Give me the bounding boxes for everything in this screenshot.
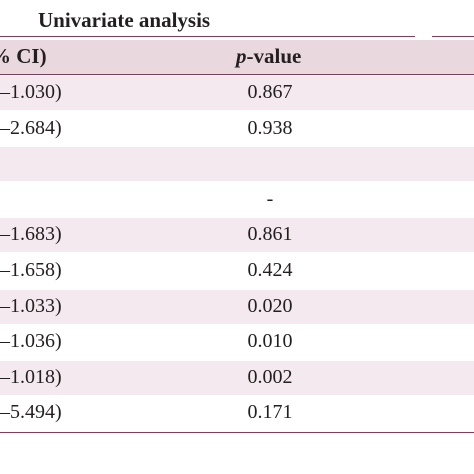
p-value-cell: - bbox=[266, 187, 274, 210]
p-value-cell: 0.002 bbox=[247, 365, 293, 388]
group-rule-right bbox=[432, 36, 474, 37]
table-row: 5–1.683) 0.861 bbox=[0, 218, 474, 253]
p-value-cell: 0.938 bbox=[247, 116, 293, 139]
ci-cell: 5–1.683) bbox=[0, 223, 62, 246]
table-row bbox=[0, 147, 474, 182]
header-bottom-rule bbox=[0, 74, 474, 75]
ci-cell: 4–1.018) bbox=[0, 365, 62, 388]
ci-cell: 0–1.658) bbox=[0, 259, 62, 281]
column-header-row: % CI) p-value bbox=[0, 40, 474, 74]
table-row: 0–1.658) 0.424 bbox=[0, 254, 474, 288]
table-row: 6–1.030) 0.867 bbox=[0, 76, 474, 110]
p-value-cell: 0.861 bbox=[247, 223, 293, 246]
ci-cell: 6–1.030) bbox=[0, 81, 62, 103]
p-value-cell: 0.424 bbox=[247, 259, 293, 281]
p-value-column-header: p-value bbox=[236, 44, 302, 68]
ci-cell: 1–2.684) bbox=[0, 116, 62, 139]
table-bottom-rule bbox=[0, 432, 474, 433]
p-value-cell: 0.867 bbox=[247, 81, 293, 103]
table-row: 3–1.033) 0.020 bbox=[0, 289, 474, 324]
ci-cell: 7–5.494) bbox=[0, 401, 62, 424]
p-value-cell: 0.171 bbox=[247, 401, 293, 424]
ci-column-header: % CI) bbox=[0, 44, 47, 68]
table-row: 5–1.036) 0.010 bbox=[0, 325, 474, 359]
table-row: 1–2.684) 0.938 bbox=[0, 112, 474, 146]
ci-cell: 5–1.036) bbox=[0, 330, 62, 353]
ci-cell: 3–1.033) bbox=[0, 294, 62, 317]
p-value-cell: 0.010 bbox=[247, 330, 293, 353]
table-row: - bbox=[0, 183, 474, 217]
univariate-analysis-heading: Univariate analysis bbox=[38, 8, 211, 32]
table-row: 4–1.018) 0.002 bbox=[0, 360, 474, 395]
table-row: 7–5.494) 0.171 bbox=[0, 396, 474, 430]
p-value-cell: 0.020 bbox=[247, 294, 293, 317]
group-rule-left bbox=[0, 36, 415, 37]
